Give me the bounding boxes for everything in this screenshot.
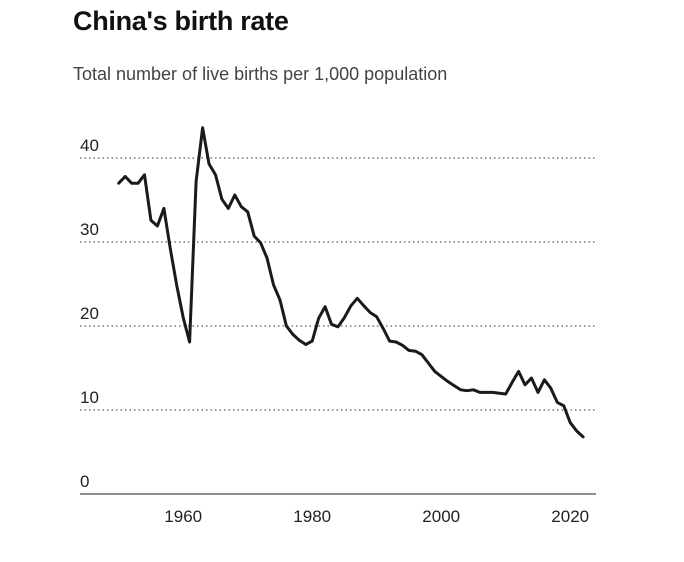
y-tick-label-40: 40 (80, 136, 99, 155)
y-tick-label-10: 10 (80, 388, 99, 407)
series-line-0 (117, 126, 585, 439)
x-tick-label-1960: 1960 (164, 507, 202, 526)
y-tick-labels: 0 10 20 30 40 (80, 136, 99, 491)
y-tick-label-20: 20 (80, 304, 99, 323)
chart-subtitle: Total number of live births per 1,000 po… (73, 64, 448, 84)
x-tick-label-1980: 1980 (293, 507, 331, 526)
series-layer (117, 126, 585, 439)
chart-title: China's birth rate (73, 6, 289, 36)
x-tick-label-2020: 2020 (551, 507, 589, 526)
x-tick-label-2000: 2000 (422, 507, 460, 526)
y-tick-label-0: 0 (80, 472, 89, 491)
x-tick-labels: 1960 1980 2000 2020 (164, 507, 589, 526)
y-tick-label-30: 30 (80, 220, 99, 239)
